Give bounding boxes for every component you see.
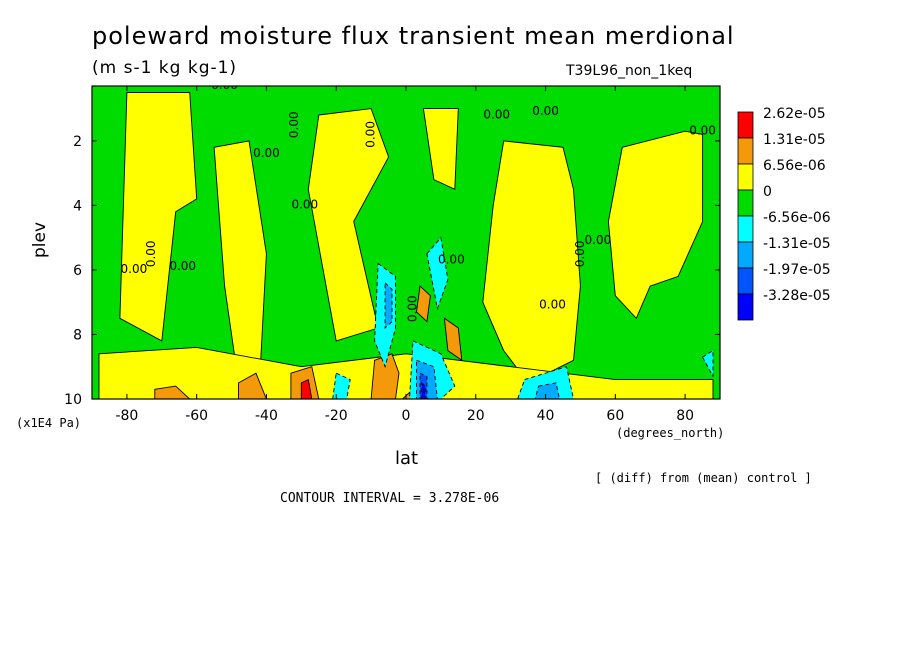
contour-region-2 bbox=[119, 92, 198, 342]
legend-label: 2.62e-05 bbox=[763, 106, 826, 122]
zero-contour-label: 0.00 bbox=[585, 233, 612, 247]
run-label: T39L96_non_1keq bbox=[566, 63, 693, 79]
legend-swatch bbox=[737, 189, 754, 217]
zero-contour-label: 0.00 bbox=[539, 298, 566, 312]
zero-contour-label: 0.00 bbox=[438, 252, 465, 266]
legend-swatch bbox=[737, 137, 754, 165]
zero-contour-label: 0.00 bbox=[573, 240, 587, 267]
y-tick-label: 10 bbox=[64, 392, 82, 408]
x-tick-label: -20 bbox=[325, 408, 348, 424]
zero-contour-label: 0.00 bbox=[144, 240, 158, 267]
zero-contour-label: 0.00 bbox=[689, 123, 716, 137]
legend-swatch bbox=[737, 293, 754, 321]
x-tick-label: -60 bbox=[185, 408, 208, 424]
zero-contour-label: 0.00 bbox=[364, 121, 378, 148]
zero-contour-label: 0.00 bbox=[121, 262, 148, 276]
contour-region-19 bbox=[332, 372, 351, 399]
zero-contour-label: 0.00 bbox=[169, 259, 196, 273]
legend-swatch bbox=[737, 163, 754, 191]
contour-region-18 bbox=[517, 366, 574, 399]
zero-contour-label: 0.00 bbox=[532, 104, 559, 118]
legend-swatch bbox=[737, 215, 754, 243]
legend-swatch bbox=[737, 267, 754, 295]
zero-contour-label: 0.00 bbox=[253, 146, 280, 160]
contour-region-9 bbox=[238, 372, 267, 399]
contour-region-6 bbox=[422, 108, 459, 190]
x-tick-label: 40 bbox=[537, 408, 555, 424]
contour-region-20 bbox=[702, 349, 714, 377]
legend-swatch bbox=[737, 241, 754, 269]
contour-interval: CONTOUR INTERVAL = 3.278E-06 bbox=[280, 491, 500, 506]
contour-region-11 bbox=[443, 317, 463, 362]
legend-label: 6.56e-06 bbox=[763, 158, 826, 174]
y-tick-label: 4 bbox=[73, 198, 82, 214]
contour-region-21 bbox=[384, 281, 393, 330]
contour-region-7 bbox=[370, 353, 400, 399]
zero-contour-label: 0.00 bbox=[291, 198, 318, 212]
x-axis-units: (degrees_north) bbox=[616, 426, 725, 440]
x-tick-label: -80 bbox=[115, 408, 138, 424]
legend-swatch bbox=[737, 111, 754, 139]
x-tick-label: 60 bbox=[606, 408, 624, 424]
y-axis-units: (x1E4 Pa) bbox=[16, 416, 82, 430]
chart-title: poleward moisture flux transient mean me… bbox=[92, 22, 735, 50]
y-tick-label: 2 bbox=[73, 134, 82, 150]
contour-region-23 bbox=[534, 382, 560, 399]
y-tick-label: 8 bbox=[73, 327, 82, 343]
x-tick-label: 20 bbox=[467, 408, 485, 424]
legend-label: -1.31e-05 bbox=[763, 236, 831, 252]
contour-region-4 bbox=[607, 130, 704, 320]
zero-contour-label: 0.00 bbox=[287, 111, 301, 138]
legend-label: -3.28e-05 bbox=[763, 288, 831, 304]
contour-region-14 bbox=[300, 378, 313, 399]
contour-region-25 bbox=[421, 381, 426, 399]
chart-subtitle: (m s-1 kg kg-1) bbox=[92, 58, 238, 78]
legend-label: 1.31e-05 bbox=[763, 132, 826, 148]
x-axis-label: lat bbox=[395, 448, 419, 469]
legend-label: -6.56e-06 bbox=[763, 210, 831, 226]
y-tick-label: 6 bbox=[73, 263, 82, 279]
x-tick-label: 80 bbox=[676, 408, 694, 424]
zero-contour-label: 0.00 bbox=[483, 107, 510, 121]
legend-label: 0 bbox=[763, 184, 772, 200]
contour-region-16 bbox=[426, 236, 449, 311]
contour-region-10 bbox=[154, 385, 191, 399]
legend-label: -1.97e-05 bbox=[763, 262, 831, 278]
diff-note: [ (diff) from (mean) control ] bbox=[595, 471, 812, 485]
x-tick-label: 0 bbox=[402, 408, 411, 424]
zero-contour-label: 0.00 bbox=[211, 78, 238, 92]
y-axis-label: plev bbox=[30, 221, 50, 258]
contour-region-12 bbox=[416, 285, 431, 323]
contour-region-0 bbox=[307, 108, 390, 342]
zero-contour-label: 0.00 bbox=[405, 295, 419, 322]
x-tick-label: -40 bbox=[255, 408, 278, 424]
